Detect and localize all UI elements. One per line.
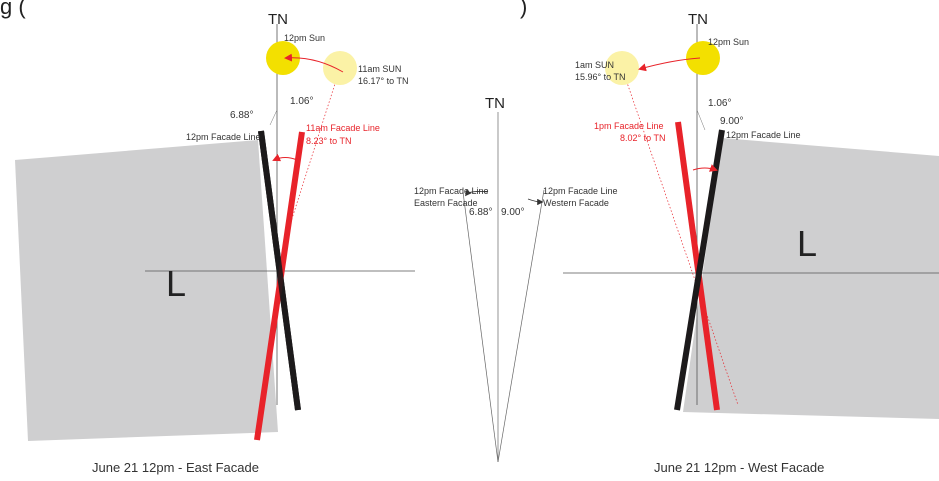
- panel-caption: June 21 12pm - West Facade: [654, 460, 824, 475]
- building-label: L: [797, 223, 817, 264]
- facade-rotation-arrow: [692, 164, 718, 172]
- sun-1pm-angle: 15.96° to TN: [575, 72, 625, 82]
- east-facade-panel: TN 12pm Sun 11am SUN 16.17° to TN 1.06° …: [15, 11, 415, 475]
- header-fragment-left: g (: [0, 0, 26, 19]
- eastern-facade-ray: [462, 191, 499, 463]
- building-footprint: [15, 140, 278, 441]
- angle-leader: [696, 109, 706, 131]
- red-facade-label: 1pm Facade Line: [594, 121, 664, 131]
- angle-label: 9.00°: [720, 116, 743, 127]
- angle-label: 1.06°: [708, 98, 731, 109]
- sun-motion-arrow: [284, 53, 344, 73]
- angle-arc-right: [527, 198, 544, 206]
- angle-label: 1.06°: [290, 96, 313, 107]
- west-facade-panel: TN 12pm Sun 1am SUN 15.96° to TN 1.06° 9…: [563, 11, 939, 475]
- red-facade-angle: 8.23° to TN: [306, 136, 351, 146]
- sun-1pm-label: 1am SUN: [575, 60, 614, 70]
- sun-1pm: [605, 51, 639, 85]
- header-fragment-right: ): [520, 0, 527, 19]
- tn-label: TN: [485, 95, 505, 112]
- facade-line-12pm: [258, 130, 301, 411]
- angle-comparison-panel: TN 12pm Facade Line Eastern Facade 12pm …: [414, 95, 618, 463]
- red-facade-angle: 8.02° to TN: [620, 133, 665, 143]
- western-facade-label: Western Facade: [543, 198, 609, 208]
- angle-arc-left: [464, 189, 489, 197]
- angle-label: 6.88°: [230, 110, 253, 121]
- angle-label: 9.00°: [501, 207, 524, 218]
- tn-label: TN: [688, 11, 708, 28]
- sun-11am-angle: 16.17° to TN: [358, 76, 408, 86]
- sun-12pm-label: 12pm Sun: [708, 37, 749, 47]
- tn-label: TN: [268, 11, 288, 28]
- building-footprint: [683, 138, 939, 419]
- angle-leader: [269, 109, 278, 126]
- building-label: L: [166, 263, 186, 304]
- eastern-facade-label: 12pm Facade Line: [414, 186, 489, 196]
- angle-label: 6.88°: [469, 207, 492, 218]
- sun-12pm-label: 12pm Sun: [284, 33, 325, 43]
- sun-ray-line: [281, 67, 341, 251]
- western-facade-ray: [497, 189, 545, 463]
- sun-motion-arrow: [638, 57, 701, 72]
- eastern-facade-label: Eastern Facade: [414, 198, 478, 208]
- facade-line-12pm: [674, 129, 725, 411]
- sun-11am-label: 11am SUN: [358, 64, 401, 74]
- sun-12pm: [686, 41, 720, 75]
- sun-11am: [323, 51, 357, 85]
- sun-12pm: [266, 41, 300, 75]
- red-facade-label: 11am Facade Line: [306, 123, 380, 133]
- western-facade-label: 12pm Facade Line: [543, 186, 618, 196]
- facade-rotation-arrow: [272, 153, 298, 162]
- facade-line-label: 12pm Facade Line: [726, 130, 801, 140]
- panel-caption: June 21 12pm - East Facade: [92, 460, 259, 475]
- facade-line-label: 12pm Facade Line: [186, 132, 261, 142]
